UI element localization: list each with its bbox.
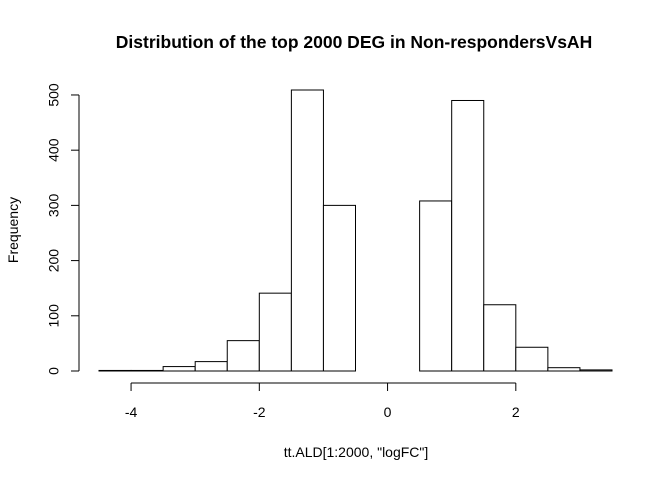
histogram-bar [322,204,357,372]
y-tick-label: 400 [46,138,62,162]
histogram-bar [419,200,453,372]
y-tick-label: 200 [46,249,62,273]
x-axis: -4 -2 0 2 [125,382,520,420]
histogram-bar [226,340,260,372]
x-tick-label: 2 [512,404,520,420]
histogram-bar [515,346,549,372]
histogram-bar [483,304,517,372]
histogram-bar [98,369,132,372]
histogram-bar [290,89,324,372]
x-tick-label: -2 [253,404,266,420]
y-tick-label: 500 [46,83,62,107]
histogram-bar [130,369,164,372]
histogram-bar [547,367,581,372]
y-axis-label: Frequency [5,197,21,263]
histogram-bar [162,366,196,372]
x-axis-label: tt.ALD[1:2000, "logFC"] [284,444,429,460]
x-tick-label: -4 [125,404,138,420]
y-tick-label: 0 [46,367,62,375]
histogram-bar [451,99,485,372]
y-tick-label: 300 [46,193,62,217]
y-tick-label: 100 [46,304,62,328]
histogram-bar [258,292,292,372]
x-tick-label: 0 [384,404,392,420]
histogram-bar [194,361,228,372]
chart-title: Distribution of the top 2000 DEG in Non-… [116,32,592,52]
histogram-bar [579,369,613,372]
y-axis: 0 100 200 300 400 500 [46,83,80,375]
histogram-bars [98,89,613,372]
